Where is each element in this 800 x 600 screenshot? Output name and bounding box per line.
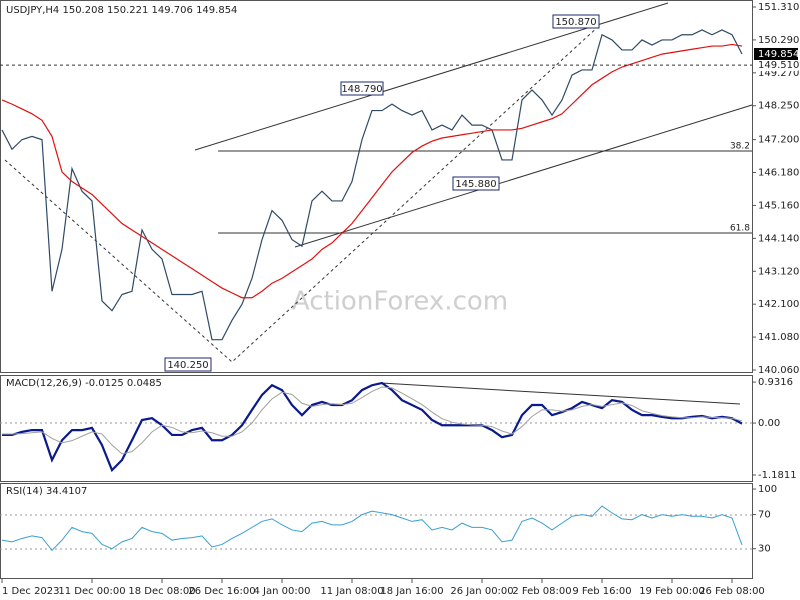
y-tick-label: 70 — [758, 510, 771, 521]
x-tick-label: 9 Feb 16:00 — [572, 586, 631, 597]
x-tick-label: 18 Dec 08:00 — [128, 586, 195, 597]
y-tick-label: 148.250 — [758, 101, 799, 112]
macd-frame — [0, 375, 753, 482]
fib-label: 38.2 — [730, 142, 750, 152]
x-tick-label: 1 Dec 2023 — [2, 586, 60, 597]
x-tick-label: 18 Jan 16:00 — [380, 586, 443, 597]
x-tick-label: 26 Feb 08:00 — [699, 586, 765, 597]
swing-label: 148.790 — [341, 84, 382, 95]
x-tick-label: 26 Jan 00:00 — [450, 586, 513, 597]
swing-label: 145.880 — [455, 179, 496, 190]
label-box — [552, 14, 600, 29]
fib-swing — [4, 24, 601, 363]
x-tick-label: 11 Jan 08:00 — [320, 586, 383, 597]
y-tick-label: 30 — [758, 544, 771, 555]
x-tick-label: 4 Jan 00:00 — [254, 586, 311, 597]
y-tick-label: 141.080 — [758, 332, 799, 343]
low-label: 140.250 — [167, 360, 208, 371]
series-line — [2, 386, 743, 455]
label-box — [164, 357, 212, 372]
macd-trendline — [379, 382, 741, 405]
y-tick-label: 0.00 — [758, 418, 780, 429]
y-tick-label: 142.100 — [758, 299, 799, 310]
y-tick-label: 0.9316 — [758, 377, 793, 388]
series-line — [1, 29, 743, 341]
x-tick-label: 2 Feb 08:00 — [512, 586, 571, 597]
ref-box — [754, 59, 798, 72]
channel-lower — [294, 104, 753, 248]
y-tick-label: 147.200 — [758, 135, 799, 146]
rsi-frame — [0, 483, 753, 579]
x-tick-label: 11 Dec 00:00 — [58, 586, 125, 597]
y-tick-label: 100 — [758, 484, 777, 495]
price-title: USDJPY,H4 150.208 150.221 149.706 149.85… — [6, 5, 237, 16]
rsi-title: RSI(14) 34.4107 — [6, 486, 87, 497]
y-tick-label: 143.120 — [758, 266, 799, 277]
y-tick-label: 140.060 — [758, 365, 799, 376]
ref-label: 149.510 — [758, 60, 799, 71]
label-box — [452, 176, 500, 191]
price-frame — [0, 0, 753, 373]
last-price-label: 149.854 — [758, 49, 799, 60]
x-tick-label: 26 Dec 16:00 — [188, 586, 255, 597]
series-line — [1, 505, 743, 552]
label-box — [340, 81, 384, 96]
y-tick-label: 146.180 — [758, 168, 799, 179]
high-label: 150.870 — [555, 17, 596, 28]
macd-title: MACD(12,26,9) -0.0125 0.0485 — [6, 378, 162, 389]
series-line — [1, 43, 743, 299]
x-tick-label: 19 Feb 00:00 — [639, 586, 705, 597]
y-tick-label: 145.160 — [758, 200, 799, 211]
watermark: ActionForex.com — [292, 287, 508, 317]
y-tick-label: 149.270 — [758, 68, 799, 79]
y-tick-label: 150.290 — [758, 35, 799, 46]
y-tick-label: -1.1811 — [758, 470, 797, 481]
y-tick-label: 144.140 — [758, 233, 799, 244]
fib-label: 61.8 — [730, 224, 750, 234]
y-tick-label: 151.310 — [758, 2, 799, 13]
last-price-box — [754, 47, 798, 60]
